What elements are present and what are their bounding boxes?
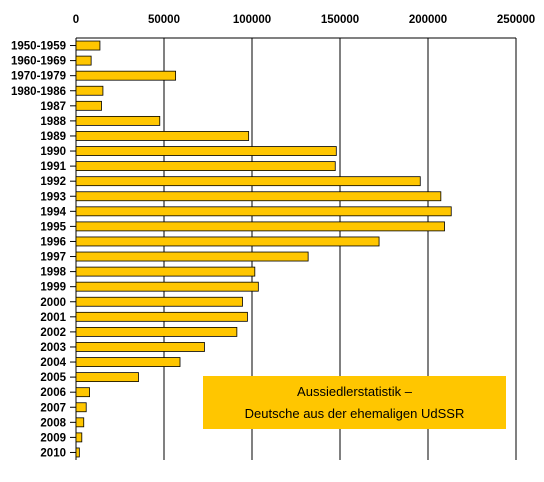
category-label: 1996: [40, 236, 66, 248]
category-label: 2004: [40, 357, 66, 369]
chart-annotation-box: Aussiedlerstatistik – Deutsche aus der e…: [203, 376, 506, 429]
bar-1996: [75, 236, 380, 247]
category-label: 1960-1969: [11, 56, 66, 68]
category-label: 2003: [40, 342, 66, 354]
category-label: 1970-1979: [11, 71, 66, 83]
bar-1991: [75, 161, 336, 172]
bar-1998: [75, 266, 256, 277]
bar-1950-1959: [75, 40, 101, 51]
bar-2000: [75, 296, 243, 307]
bar-2001: [75, 311, 248, 322]
x-tick-label: 200000: [409, 14, 447, 26]
bar-2003: [75, 342, 205, 352]
x-tick-label: 100000: [233, 14, 271, 26]
bar-1989: [75, 131, 250, 141]
category-label: 2002: [40, 327, 66, 339]
category-label: 1995: [40, 221, 66, 233]
category-label: 1999: [40, 282, 66, 294]
category-label: 1992: [40, 176, 66, 188]
bar-2009: [75, 432, 83, 443]
category-label: 2006: [40, 387, 66, 399]
category-label: 2010: [40, 447, 66, 459]
category-label: 2008: [40, 417, 66, 429]
category-label: 2001: [40, 312, 66, 324]
bar-1990: [75, 146, 337, 156]
bar-1995: [75, 221, 445, 232]
category-label: 2000: [40, 297, 66, 309]
bar-2002: [75, 326, 238, 337]
x-tick-label: 150000: [321, 14, 359, 26]
category-label: 1991: [40, 161, 66, 173]
bar-1987: [75, 100, 102, 111]
bar-1970-1979: [75, 70, 177, 81]
category-label: 1994: [40, 206, 66, 218]
bar-2006: [75, 387, 90, 398]
category-label: 1993: [40, 191, 66, 203]
category-label: 1990: [40, 146, 66, 158]
bar-2007: [75, 402, 87, 413]
bar-2004: [75, 357, 181, 367]
x-tick-label: 0: [73, 14, 79, 26]
category-label: 1987: [40, 101, 66, 113]
x-tick-label: 250000: [497, 14, 535, 26]
annotation-line-2: Deutsche aus der ehemaligen UdSSR: [244, 405, 465, 421]
category-label: 1998: [40, 267, 66, 279]
category-label: 1989: [40, 131, 66, 143]
bar-1993: [75, 191, 442, 202]
category-label: 1950-1959: [11, 41, 66, 53]
bar-1980-1986: [75, 85, 104, 96]
bar-1999: [75, 281, 259, 292]
category-label: 2009: [40, 432, 66, 444]
bar-2008: [75, 417, 85, 428]
bar-2005: [75, 372, 139, 383]
annotation-line-1: Aussiedlerstatistik –: [297, 383, 412, 399]
bar-1960-1969: [75, 55, 92, 66]
bar-1988: [75, 115, 161, 126]
x-tick-label: 50000: [148, 14, 180, 26]
bar-1994: [75, 206, 452, 217]
bar-1992: [75, 176, 421, 187]
category-label: 1988: [40, 116, 66, 128]
category-label: 1997: [40, 252, 66, 264]
bar-1997: [75, 251, 309, 262]
category-label: 2005: [40, 372, 66, 384]
category-label: 1980-1986: [11, 86, 66, 98]
category-label: 2007: [40, 402, 66, 414]
bar-2010: [75, 447, 80, 458]
